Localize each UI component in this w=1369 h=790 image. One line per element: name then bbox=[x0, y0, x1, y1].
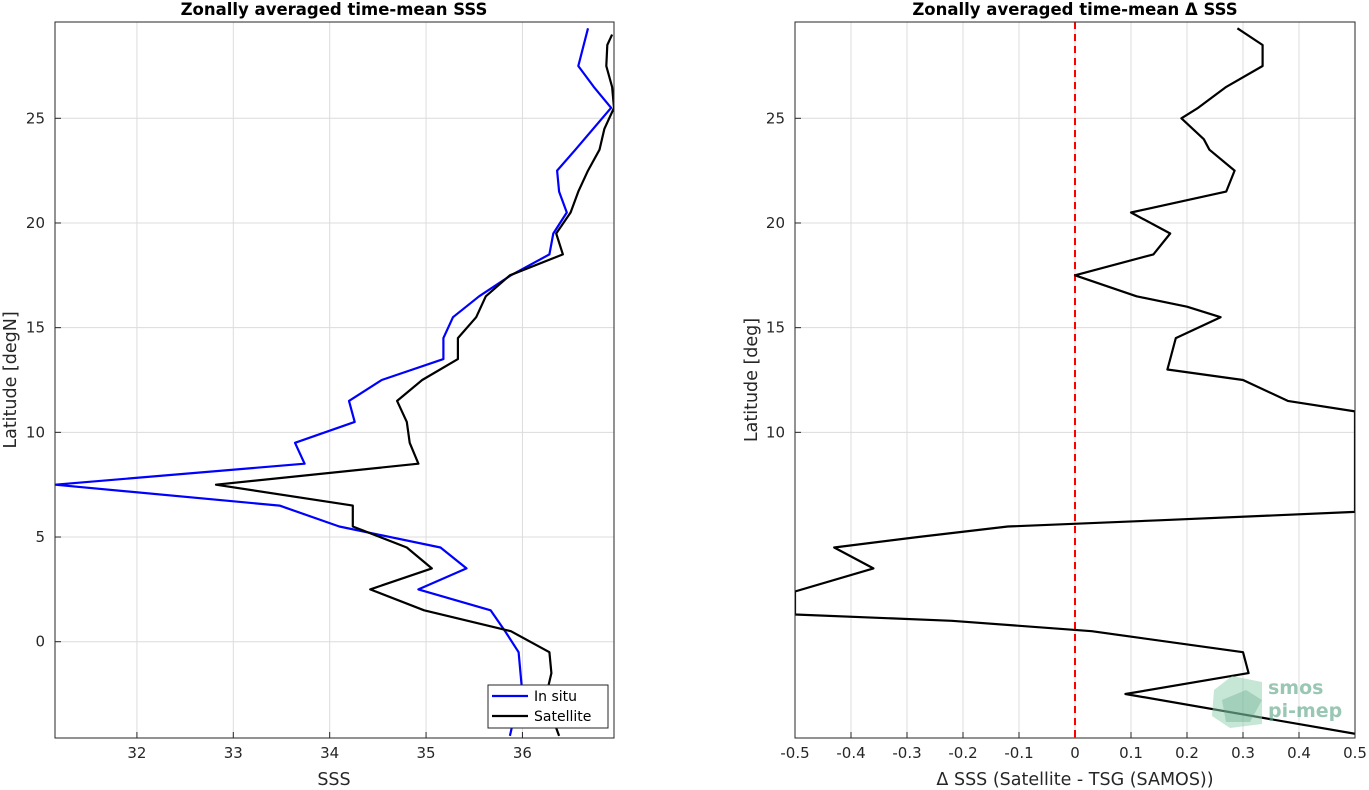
left-series-in-situ-line bbox=[55, 28, 613, 737]
smos-pimep-logo: smos pi-mep bbox=[1212, 676, 1342, 728]
right-x-tick-label: 0.5 bbox=[1343, 744, 1367, 762]
right-x-tick-label: 0.3 bbox=[1231, 744, 1255, 762]
logo-mark-shade-icon bbox=[1222, 690, 1262, 722]
right-axes: Zonally averaged time-mean Δ SSS Δ SSS (… bbox=[742, 0, 1367, 790]
logo-text-smos: smos bbox=[1268, 677, 1323, 699]
left-y-tick-label: 25 bbox=[26, 109, 45, 127]
right-x-tick-label: -0.1 bbox=[1004, 744, 1033, 762]
right-series-delta-sss-line bbox=[795, 27, 1355, 735]
right-x-tick-label: -0.5 bbox=[780, 744, 809, 762]
legend: In situ Satellite bbox=[487, 684, 609, 729]
right-x-tick-label: 0 bbox=[1070, 744, 1080, 762]
left-y-tick-label: 20 bbox=[26, 214, 45, 232]
right-y-tick-label: 20 bbox=[766, 214, 785, 232]
right-x-tick-label: -0.3 bbox=[892, 744, 921, 762]
left-y-tick-label: 10 bbox=[26, 423, 45, 441]
left-x-tick-label: 32 bbox=[127, 744, 146, 762]
right-x-tick-label: -0.4 bbox=[836, 744, 865, 762]
left-y-tick-label: 5 bbox=[35, 528, 45, 546]
right-x-tick-label: 0.4 bbox=[1287, 744, 1311, 762]
left-y-axis-label: Latitude [degN] bbox=[1, 311, 21, 448]
right-x-axis-label: Δ SSS (Satellite - TSG (SAMOS)) bbox=[936, 770, 1213, 790]
right-y-tick-label: 15 bbox=[766, 319, 785, 337]
right-x-tick-label: -0.2 bbox=[948, 744, 977, 762]
left-axes: Zonally averaged time-mean SSS SSS Latit… bbox=[1, 0, 615, 790]
legend-box bbox=[487, 684, 609, 729]
right-y-tick-label: 10 bbox=[766, 423, 785, 441]
right-y-tick-label: 25 bbox=[766, 109, 785, 127]
left-x-tick-label: 35 bbox=[417, 744, 436, 762]
left-axes-frame bbox=[54, 21, 615, 739]
logo-mark-icon bbox=[1212, 676, 1262, 728]
legend-label-in-situ: In situ bbox=[534, 689, 577, 705]
right-axes-frame bbox=[794, 21, 1356, 739]
right-x-tick-label: 0.2 bbox=[1175, 744, 1199, 762]
logo-text-pimep: pi-mep bbox=[1268, 700, 1342, 722]
left-x-tick-label: 36 bbox=[513, 744, 532, 762]
right-y-axis-label: Latitude [deg] bbox=[742, 318, 762, 442]
legend-label-satellite: Satellite bbox=[534, 709, 591, 725]
left-chart-title: Zonally averaged time-mean SSS bbox=[181, 0, 488, 19]
left-x-axis-label: SSS bbox=[317, 770, 350, 790]
left-y-tick-label: 0 bbox=[35, 633, 45, 651]
left-x-tick-label: 33 bbox=[224, 744, 243, 762]
left-y-tick-label: 15 bbox=[26, 319, 45, 337]
left-plot-area bbox=[55, 22, 614, 738]
right-x-tick-label: 0.1 bbox=[1119, 744, 1143, 762]
left-series-satellite-line bbox=[214, 34, 614, 737]
right-chart-title: Zonally averaged time-mean Δ SSS bbox=[912, 0, 1237, 19]
left-x-tick-label: 34 bbox=[320, 744, 339, 762]
